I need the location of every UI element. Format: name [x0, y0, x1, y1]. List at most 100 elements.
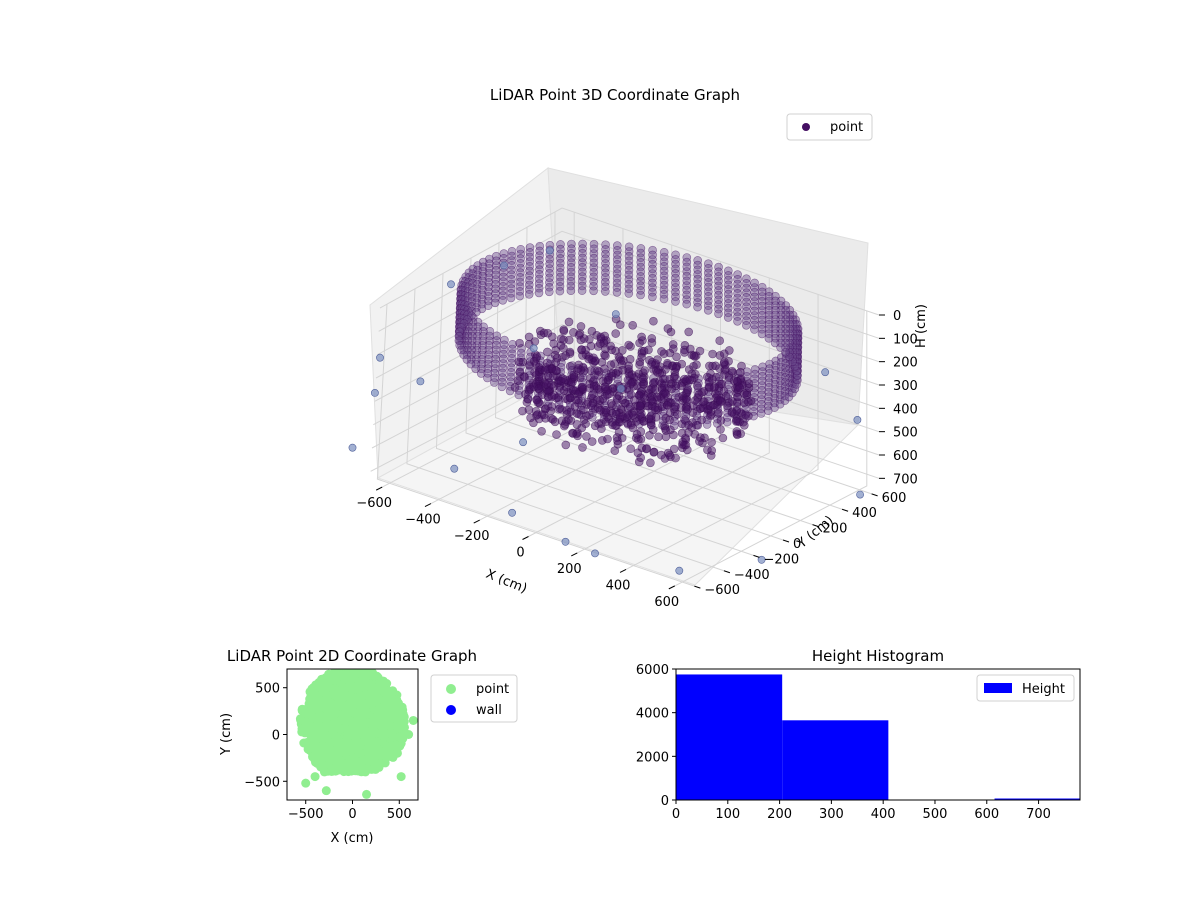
point-3d — [472, 275, 482, 284]
point-3d — [671, 259, 680, 269]
point-3d — [723, 313, 733, 322]
point-2d — [306, 710, 316, 720]
point-3d — [757, 282, 767, 292]
point-2d — [330, 737, 340, 747]
point-3d — [671, 250, 680, 260]
point-3d — [484, 273, 494, 283]
legend-3d: point — [786, 113, 873, 141]
point-3d — [525, 248, 535, 257]
point-2d-outlier — [301, 778, 311, 788]
point-3d — [770, 315, 780, 324]
point-3d — [671, 292, 680, 302]
point-3d — [729, 376, 739, 386]
point-3d — [612, 273, 622, 283]
point-3d — [566, 276, 576, 286]
point-3d — [733, 288, 742, 298]
point-3d — [589, 281, 598, 291]
point-3d — [555, 258, 565, 268]
point-3d — [555, 404, 565, 413]
point-3d — [742, 288, 751, 298]
point-3d — [564, 317, 574, 327]
point-3d — [537, 372, 547, 382]
point-3d-outlier — [853, 415, 862, 424]
point-3d — [627, 370, 637, 379]
point-3d — [682, 395, 692, 405]
point-3d — [648, 292, 657, 302]
point-3d — [757, 301, 767, 311]
point-3d — [589, 267, 599, 277]
point-3d — [663, 324, 673, 333]
point-3d — [764, 301, 774, 311]
x-tick-mark-3d — [424, 503, 432, 508]
x-tick-label-3d: −400 — [405, 513, 441, 528]
point-3d — [491, 350, 501, 359]
point-3d — [636, 281, 646, 291]
point-3d — [733, 307, 742, 317]
x-tick-label-histogram: 0 — [672, 807, 680, 822]
point-2d — [328, 712, 338, 722]
point-3d — [788, 343, 798, 352]
point-3d — [648, 250, 657, 260]
point-3d-outlier — [529, 344, 538, 353]
point-3d — [515, 268, 525, 277]
point-3d — [531, 359, 541, 369]
point-3d — [624, 251, 634, 261]
point-3d — [473, 261, 483, 270]
point-3d — [649, 447, 659, 457]
point-3d — [525, 243, 535, 252]
point-3d — [570, 402, 580, 411]
point-3d — [764, 315, 774, 325]
point-2d — [340, 683, 350, 693]
point-3d — [634, 391, 644, 400]
point-3d — [459, 350, 469, 360]
point-3d — [595, 405, 605, 415]
grid-line-y-1 — [406, 288, 725, 572]
point-3d-outlier — [500, 261, 508, 270]
point-3d — [703, 291, 713, 301]
point-3d — [535, 265, 544, 274]
point-3d — [556, 240, 565, 249]
point-3d-outlier — [856, 490, 864, 499]
point-3d — [714, 286, 723, 295]
point-3d — [582, 432, 591, 441]
y-tick-mark-3d — [694, 585, 701, 589]
point-3d — [548, 415, 558, 424]
point-3d — [684, 365, 694, 374]
point-3d — [636, 286, 646, 295]
point-3d — [703, 305, 713, 315]
point-3d — [601, 245, 610, 254]
point-2d — [366, 693, 376, 703]
point-3d — [525, 271, 534, 280]
point-3d — [733, 279, 742, 289]
point-3d — [549, 339, 559, 349]
point-3d — [757, 292, 767, 301]
point-3d — [703, 263, 713, 273]
point-3d — [529, 418, 538, 428]
point-3d — [485, 254, 494, 264]
point-2d — [385, 705, 395, 715]
point-3d — [682, 257, 692, 267]
z-tick-label-3d: 300 — [893, 379, 918, 394]
point-3d — [781, 310, 791, 320]
point-3d — [771, 361, 781, 370]
point-3d — [659, 271, 669, 281]
point-3d — [624, 242, 634, 252]
point-3d — [703, 287, 713, 297]
point-3d — [781, 319, 790, 329]
point-3d — [498, 295, 508, 305]
point-3d-outlier — [821, 368, 830, 377]
point-3d — [695, 346, 705, 356]
point-3d — [724, 346, 734, 355]
point-3d — [576, 322, 586, 331]
x-tick-label-3d: 200 — [557, 562, 582, 577]
grid-line-x-4 — [577, 277, 770, 554]
point-3d — [678, 440, 687, 449]
point-3d — [718, 433, 728, 443]
y-tick-label-3d: 0 — [793, 537, 801, 552]
x-tick-label-histogram: 700 — [1026, 807, 1051, 822]
point-3d — [757, 315, 767, 325]
point-3d — [628, 320, 638, 330]
point-2d — [296, 715, 306, 725]
point-3d — [636, 267, 646, 277]
point-3d — [685, 344, 695, 354]
